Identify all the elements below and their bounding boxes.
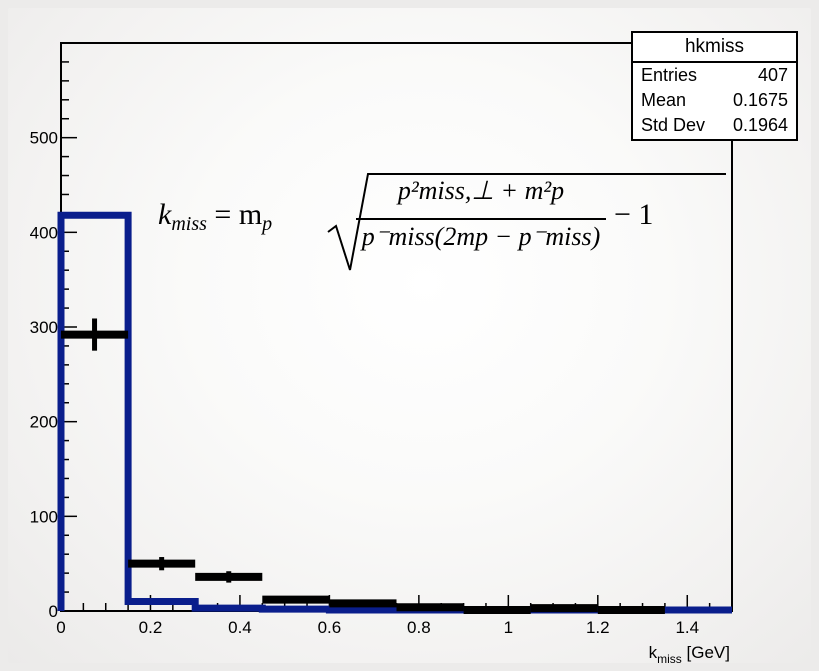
x-tick-label: 0	[56, 618, 65, 637]
stats-title: hkmiss	[633, 33, 796, 63]
stats-box: hkmiss Entries 407 Mean 0.1675 Std Dev 0…	[631, 31, 798, 141]
stats-row-entries: Entries 407	[633, 63, 796, 88]
stats-value: 0.1964	[732, 115, 788, 135]
stats-value: 407	[757, 65, 788, 85]
x-tick-label: 1.4	[675, 618, 699, 637]
stats-label: Entries	[641, 65, 698, 85]
y-tick-label: 100	[30, 507, 58, 526]
stats-label: Mean	[641, 90, 687, 110]
stats-row-stddev: Std Dev 0.1964	[633, 113, 796, 138]
x-tick-label: 0.4	[228, 618, 252, 637]
x-axis-title: kmiss [GeV]	[649, 643, 730, 666]
stats-value: 0.1675	[732, 90, 788, 110]
x-tick-label: 0.8	[407, 618, 431, 637]
stats-row-mean: Mean 0.1675	[633, 88, 796, 113]
formula-fraction-bar	[356, 218, 606, 220]
y-tick-label: 0	[49, 602, 58, 621]
x-tick-label: 1.2	[586, 618, 610, 637]
y-tick-label: 500	[30, 129, 58, 148]
x-tick-label: 0.6	[318, 618, 342, 637]
x-tick-label: 0.2	[139, 618, 163, 637]
formula-tail: − 1	[614, 198, 654, 231]
formula-denominator: p⁻miss(2mp − p⁻miss)	[361, 222, 601, 251]
sqrt-sign	[327, 173, 726, 271]
x-tick-label: 1	[504, 618, 513, 637]
formula-numerator: p²miss,⊥ + m²p	[397, 176, 565, 205]
y-tick-label: 300	[30, 318, 58, 337]
formula-lhs: kmiss = mp	[158, 198, 273, 235]
y-tick-label: 400	[30, 223, 58, 242]
stats-label: Std Dev	[641, 115, 706, 135]
y-tick-label: 200	[30, 413, 58, 432]
kmiss-formula: kmiss = mp p²miss,⊥ + m²p p⁻miss(2mp − p…	[158, 170, 726, 280]
